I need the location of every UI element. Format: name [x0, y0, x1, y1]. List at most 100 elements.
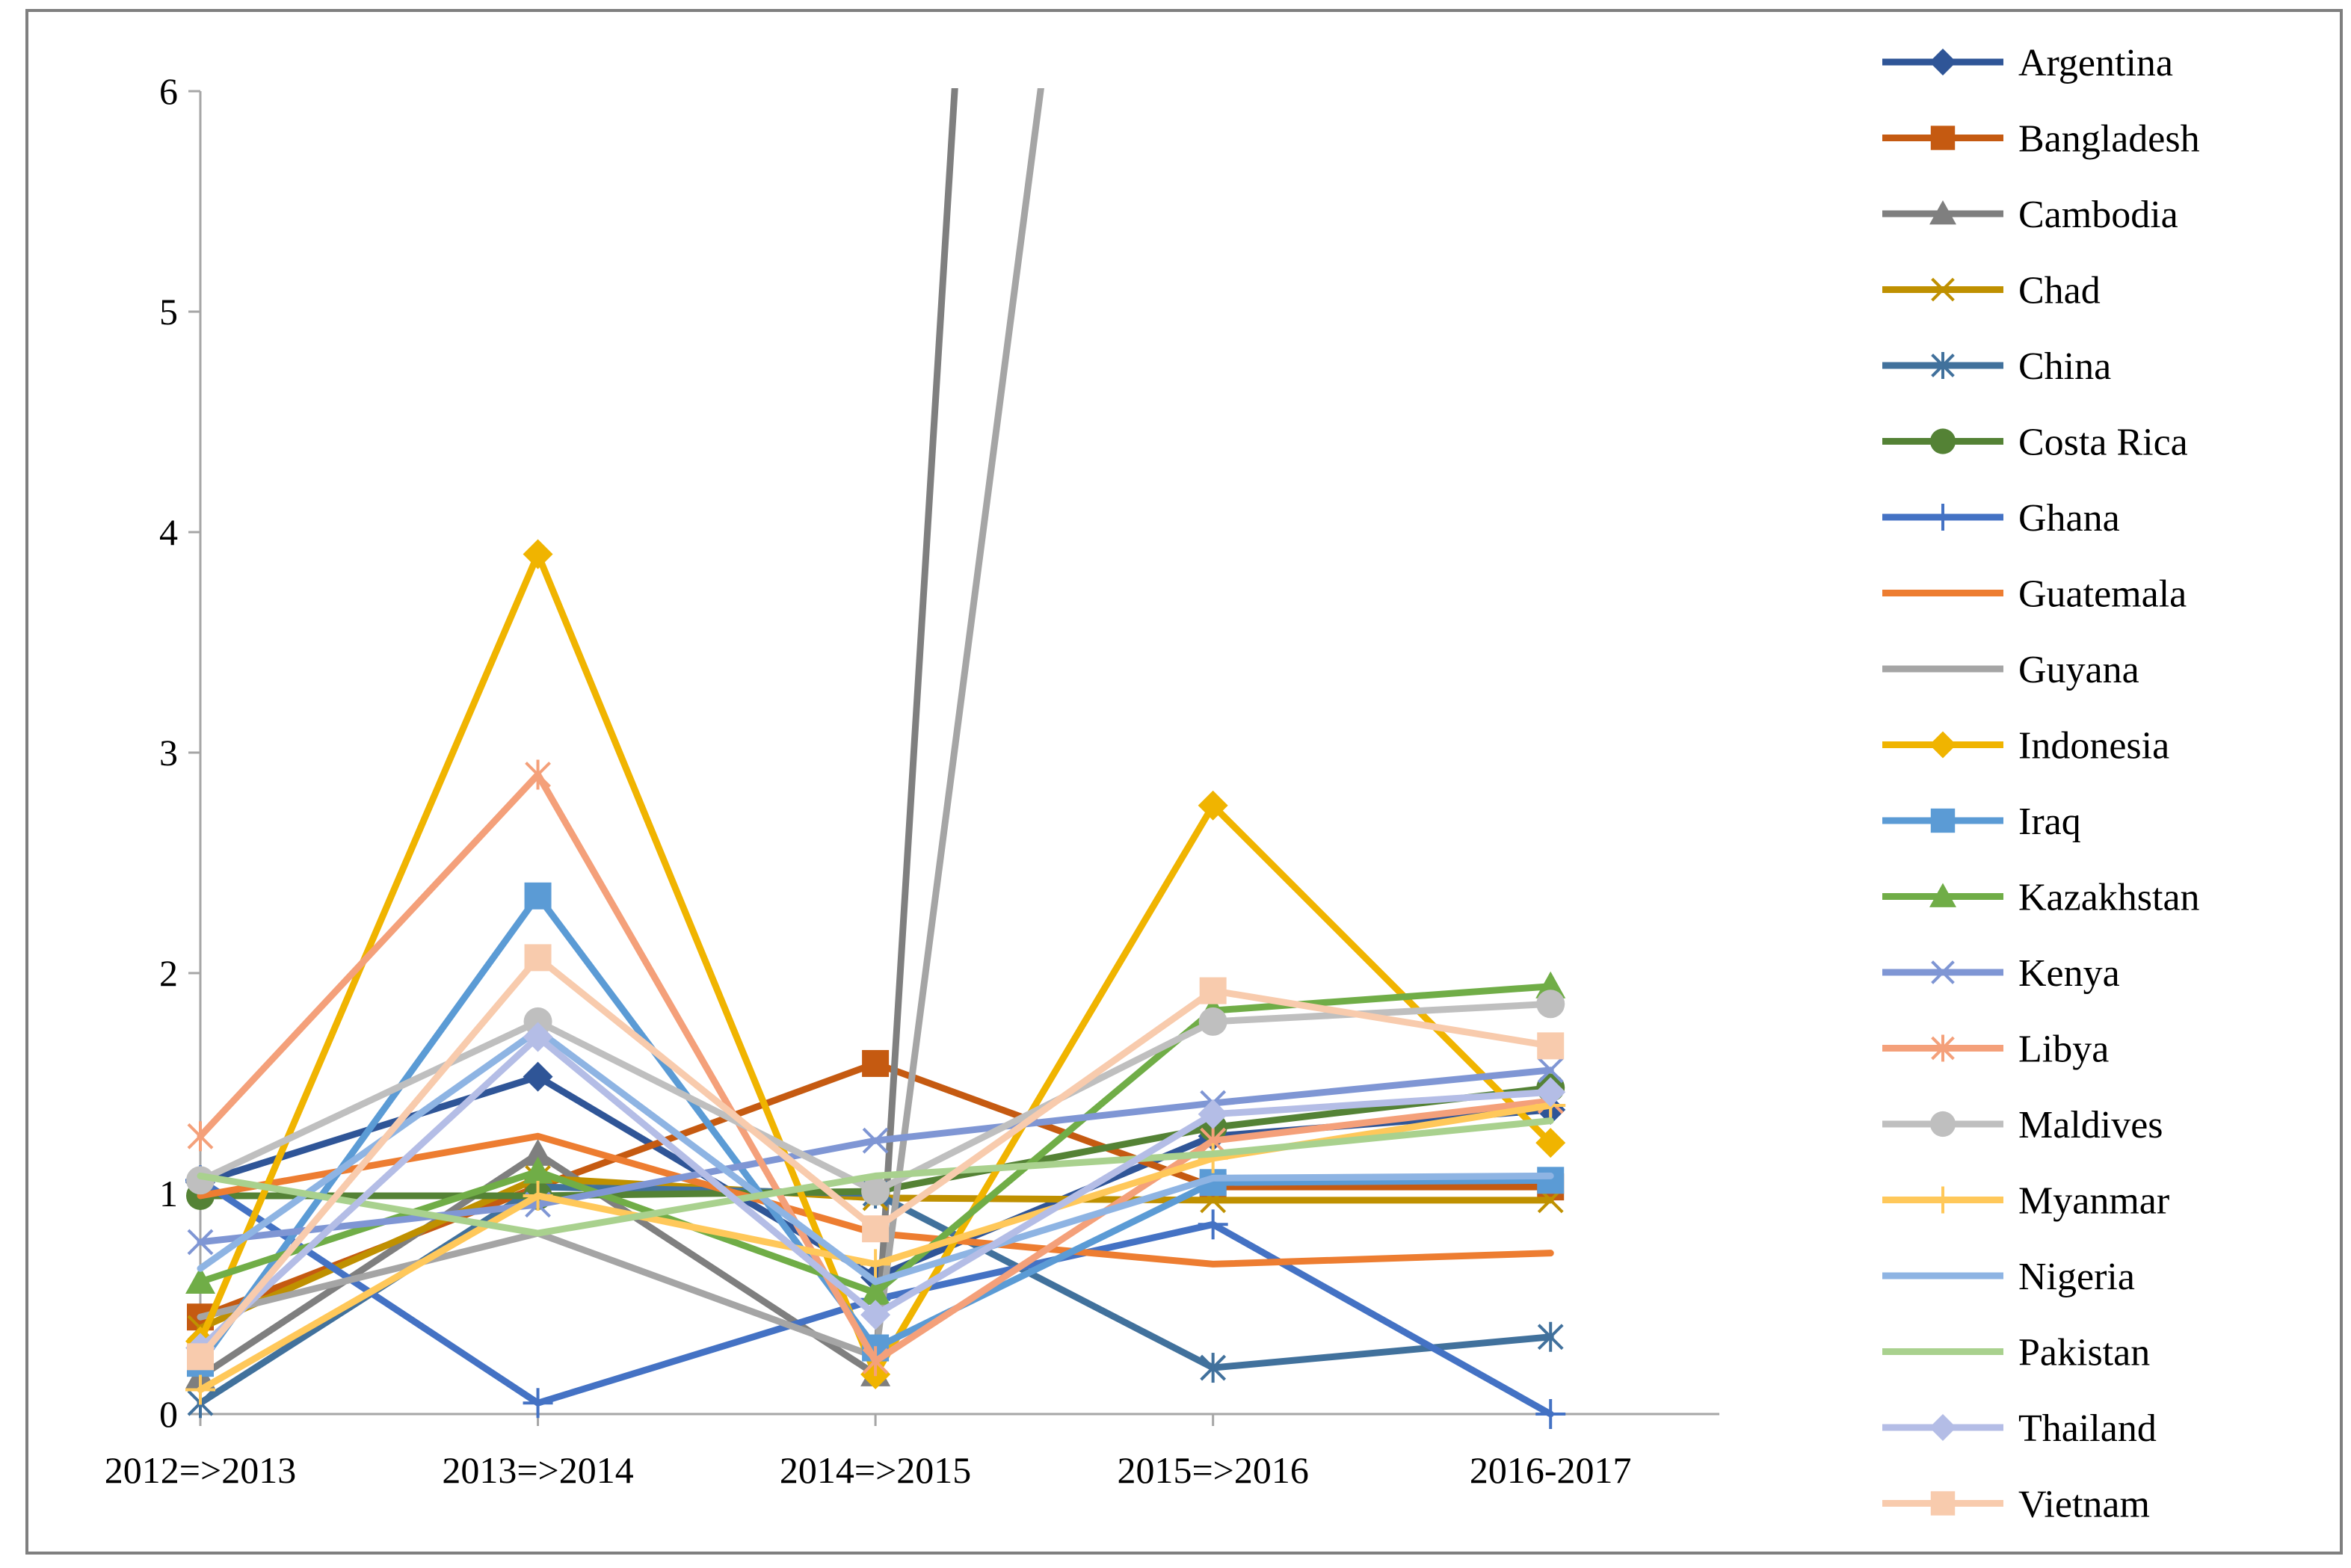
data-point — [1535, 1399, 1566, 1429]
legend-item-libya: Libya — [1882, 1028, 2109, 1071]
marker-square — [1537, 1167, 1565, 1194]
marker-diamond — [1535, 1128, 1566, 1158]
legend-label: China — [2018, 345, 2111, 388]
marker-diamond — [523, 1061, 553, 1092]
marker-square — [862, 1215, 890, 1243]
data-point — [1200, 1353, 1227, 1383]
legend-swatch-marker — [1931, 1034, 1955, 1062]
marker-triangle — [1929, 883, 1956, 907]
marker-diamond — [523, 1022, 553, 1052]
y-tick-label: 1 — [159, 1173, 178, 1214]
legend-label: Kazakhstan — [2018, 877, 2200, 919]
data-point — [862, 1215, 890, 1243]
data-point — [860, 1277, 891, 1305]
data-point — [187, 1343, 214, 1371]
x-tick-label: 2013=>2014 — [442, 1449, 633, 1491]
data-point — [524, 944, 552, 972]
data-point — [524, 882, 552, 910]
marker-diamond — [523, 539, 553, 570]
legend-item-chad: Chad — [1882, 270, 2101, 312]
legend-label: Iraq — [2018, 800, 2081, 843]
legend-swatch-marker — [1929, 1186, 1956, 1214]
legend-item-guatemala: Guatemala — [1882, 573, 2187, 616]
y-tick-label: 6 — [159, 70, 178, 112]
y-tick-label: 2 — [159, 952, 178, 994]
marker-triangle — [1929, 200, 1956, 225]
legend-label: Indonesia — [2018, 725, 2169, 768]
marker-diamond — [1929, 49, 1956, 75]
data-point — [860, 1300, 891, 1330]
data-point — [862, 1346, 889, 1377]
marker-circle — [1198, 1007, 1227, 1036]
marker-diamond — [860, 1300, 891, 1330]
data-point — [1535, 971, 1566, 998]
series-nigeria — [197, 1027, 1554, 1285]
legend-label: Vietnam — [2018, 1484, 2150, 1526]
data-point — [1198, 790, 1228, 821]
marker-square — [187, 1343, 214, 1371]
legend-label: Guatemala — [2018, 573, 2187, 616]
marker-x-stroke — [862, 1127, 889, 1154]
x-tick-label: 2012=>2013 — [105, 1449, 296, 1491]
legend-swatch-marker — [1931, 352, 1955, 379]
series-pakistan — [197, 1117, 1554, 1237]
marker-diamond — [1198, 790, 1228, 821]
marker-x-stroke — [187, 1229, 214, 1256]
legend-item-bangladesh: Bangladesh — [1882, 118, 2200, 161]
data-point — [862, 1049, 890, 1077]
data-point — [523, 1138, 553, 1166]
series-maldives — [186, 990, 1565, 1206]
data-point — [1199, 977, 1227, 1004]
y-tick-label: 4 — [159, 511, 178, 553]
legend-swatch-marker — [1929, 200, 1956, 225]
y-tick-label: 5 — [159, 291, 178, 333]
legend-item-maldives: Maldives — [1882, 1104, 2163, 1146]
data-point — [1198, 1209, 1228, 1240]
legend-item-china: China — [1882, 345, 2111, 388]
marker-circle — [1929, 1111, 1956, 1138]
marker-circle — [861, 1177, 890, 1206]
legend-swatch-marker — [1929, 1414, 1956, 1441]
marker-x-stroke — [1931, 277, 1955, 302]
legend-item-nigeria: Nigeria — [1882, 1256, 2135, 1298]
marker-x-stroke — [1537, 1057, 1564, 1084]
data-point — [1537, 1167, 1565, 1194]
data-point — [1535, 1077, 1566, 1108]
x-tick-label: 2016-2017 — [1470, 1449, 1632, 1491]
legend-label: Guyana — [2018, 649, 2139, 691]
data-point — [523, 1007, 552, 1036]
marker-square — [1930, 1491, 1956, 1516]
series-kazakhstan — [185, 971, 1566, 1305]
legend-swatch-marker — [1930, 808, 1956, 833]
data-point — [185, 1267, 215, 1294]
y-tick-label: 0 — [159, 1393, 178, 1435]
marker-square — [1199, 977, 1227, 1004]
marker-triangle — [523, 1156, 553, 1184]
marker-square — [524, 882, 552, 910]
legend-label: Maldives — [2018, 1104, 2163, 1146]
marker-square — [862, 1049, 890, 1077]
legend-label: Myanmar — [2018, 1180, 2169, 1223]
marker-circle — [1929, 428, 1956, 454]
data-point — [1198, 1099, 1228, 1129]
data-point — [862, 1127, 889, 1154]
legend-swatch-marker — [1931, 277, 1955, 302]
series-layer — [185, 88, 1566, 1429]
legend-item-thailand: Thailand — [1882, 1407, 2157, 1450]
legend-swatch-marker — [1929, 49, 1956, 75]
marker-triangle — [185, 1267, 215, 1294]
legend-label: Chad — [2018, 270, 2101, 312]
series-thailand — [185, 1022, 1566, 1363]
legend: Argentina Bangladesh Cambodia Chad China Cost… — [1882, 42, 2200, 1526]
legend-swatch-marker — [1930, 126, 1956, 150]
legend-item-iraq: Iraq — [1882, 800, 2081, 843]
marker-diamond — [1535, 1077, 1566, 1108]
legend-label: Pakistan — [2018, 1332, 2150, 1374]
legend-swatch-marker — [1929, 1111, 1956, 1138]
legend-label: Thailand — [2018, 1407, 2157, 1450]
legend-item-ghana: Ghana — [1882, 497, 2120, 540]
marker-circle — [523, 1007, 552, 1036]
series-line — [197, 1027, 1554, 1285]
